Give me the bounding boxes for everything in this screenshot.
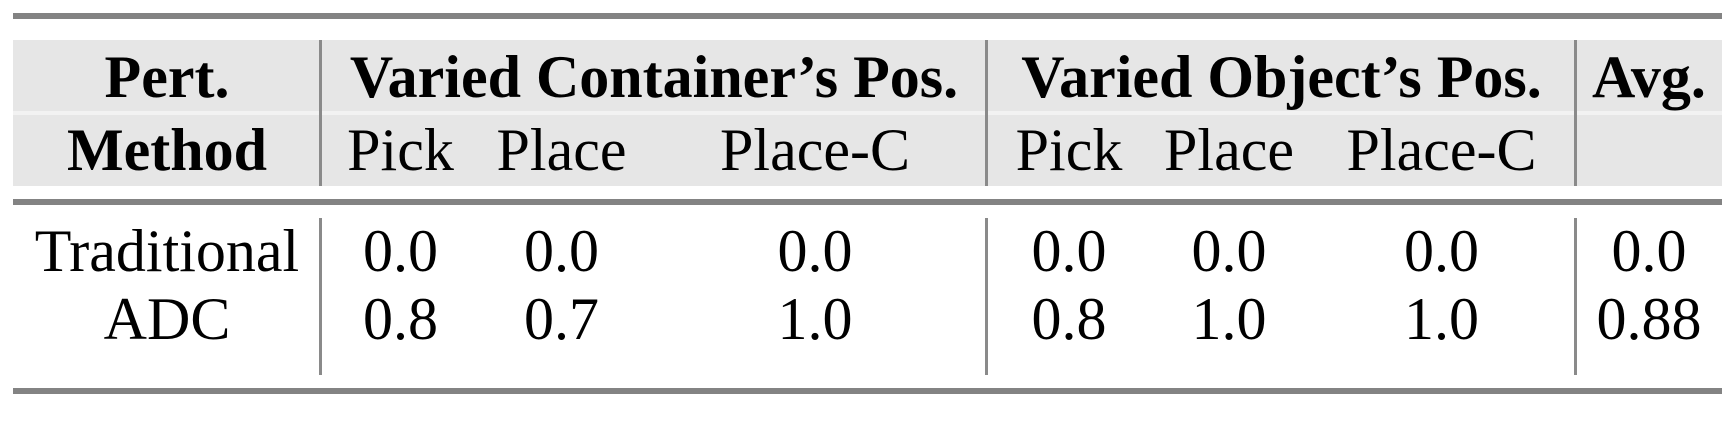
subheader-object-place-c: Place-C (1346, 116, 1537, 183)
results-table: Pert. Varied Container’s Pos. Varied Obj… (13, 13, 1722, 394)
value-cell: 0.0 (1031, 218, 1107, 284)
value-cell: 1.0 (777, 286, 853, 352)
value-cell: 1.0 (1191, 286, 1267, 352)
value-cell: 0.0 (1191, 218, 1267, 284)
column-divider-1 (319, 40, 322, 186)
subheader-container-place-c: Place-C (720, 116, 910, 183)
header-row-subcolumns: Method Pick Place Place-C Pick Place Pla… (13, 113, 1722, 186)
column-divider-3 (1574, 40, 1577, 186)
column-divider-3 (1574, 218, 1577, 375)
value-cell: 0.8 (1031, 286, 1107, 352)
value-cell: 0.8 (363, 286, 438, 352)
mid-rule (13, 199, 1722, 205)
column-divider-2 (985, 218, 988, 375)
bottom-rule (13, 388, 1722, 394)
top-rule (13, 13, 1722, 19)
subheader-object-place: Place (1164, 116, 1294, 183)
header-row-separator (13, 111, 1722, 115)
header-method: Method (67, 116, 267, 183)
method-cell: ADC (103, 286, 231, 352)
table-header: Pert. Varied Container’s Pos. Varied Obj… (13, 40, 1722, 186)
subheader-container-pick: Pick (347, 116, 454, 183)
value-cell: 1.0 (1404, 286, 1479, 352)
header-row-groups: Pert. Varied Container’s Pos. Varied Obj… (13, 40, 1722, 113)
value-cell: 0.0 (777, 218, 853, 284)
value-cell: 0.0 (524, 218, 599, 284)
subheader-object-pick: Pick (1015, 116, 1123, 183)
value-cell: 0.0 (363, 218, 438, 284)
column-divider-1 (319, 218, 322, 375)
avg-cell: 0.88 (1596, 286, 1702, 352)
table-body: Traditional 0.0 0.0 0.0 0.0 0.0 0.0 0.0 … (13, 205, 1722, 388)
method-cell: Traditional (34, 218, 300, 284)
avg-cell: 0.0 (1611, 218, 1687, 284)
header-group-object: Varied Object’s Pos. (1021, 43, 1542, 110)
header-group-container: Varied Container’s Pos. (349, 43, 959, 110)
header-avg: Avg. (1592, 43, 1706, 110)
table-row-adc: ADC 0.8 0.7 1.0 0.8 1.0 1.0 0.88 (13, 285, 1722, 353)
subheader-container-place: Place (496, 116, 627, 183)
value-cell: 0.7 (524, 286, 599, 352)
table-row-traditional: Traditional 0.0 0.0 0.0 0.0 0.0 0.0 0.0 (13, 217, 1722, 285)
header-pert: Pert. (104, 43, 230, 110)
value-cell: 0.0 (1404, 218, 1479, 284)
column-divider-2 (985, 40, 988, 186)
